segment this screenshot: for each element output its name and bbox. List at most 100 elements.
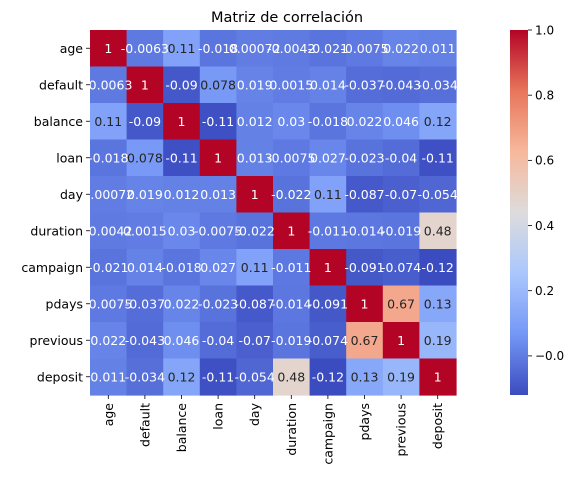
cell-value-label: -0.12 (312, 369, 344, 384)
cell-value-label: -0.023 (198, 296, 238, 311)
cell-value-label: 1 (361, 296, 369, 311)
heatmap-cell (419, 249, 457, 287)
heatmap-cell (346, 285, 384, 323)
heatmap-cell (419, 322, 457, 360)
cell-value-label: -0.034 (125, 369, 165, 384)
heatmap-cell (309, 358, 347, 396)
cell-value-label: 0.19 (424, 333, 452, 348)
heatmap-cell (163, 285, 201, 323)
cell-value-label: 1 (214, 150, 222, 165)
heatmap-cell (90, 30, 128, 68)
heatmap-cell (163, 358, 201, 396)
cell-value-label: 0.078 (127, 150, 163, 165)
cell-value-label: -0.0075 (84, 296, 132, 311)
cell-value-label: -0.04 (202, 333, 234, 348)
cell-value-label: 0.022 (383, 41, 419, 56)
heatmap-cell (309, 249, 347, 287)
cell-value-label: -0.023 (344, 150, 384, 165)
heatmap-cell (126, 285, 164, 323)
cell-value-label: 0.11 (241, 260, 269, 275)
heatmap-cell (199, 249, 237, 287)
cell-value-label: 0.11 (94, 114, 122, 129)
cell-value-label: -0.0063 (121, 41, 169, 56)
cell-value-label: -0.11 (422, 150, 454, 165)
cell-value-label: -0.09 (129, 114, 161, 129)
cell-value-label: 1 (397, 333, 405, 348)
colorbar-tick-label: 0.8 (535, 88, 554, 102)
x-tick-label: deposit (430, 403, 445, 449)
heatmap-cell (126, 249, 164, 287)
x-axis: age default balance loan day duration campaign… (101, 395, 445, 465)
cell-value-label: -0.034 (418, 77, 458, 92)
cell-value-label: 0.011 (90, 369, 126, 384)
heatmap-cell (199, 358, 237, 396)
heatmap-cell (90, 212, 128, 250)
cell-value-label: -0.037 (125, 296, 165, 311)
heatmap-cell (126, 139, 164, 177)
cell-value-label: -0.0075 (340, 41, 388, 56)
heatmap-cell (273, 212, 311, 250)
y-axis: age default balance loan day duration campaign… (21, 41, 90, 384)
cell-value-label: 1 (434, 369, 442, 384)
cell-value-label: -0.074 (308, 333, 348, 348)
heatmap-cell (163, 212, 201, 250)
heatmap-cell (346, 358, 384, 396)
heatmap-cell (163, 66, 201, 104)
cell-value-label: -0.014 (271, 296, 311, 311)
heatmap-cell (126, 66, 164, 104)
cell-value-label: 0.022 (347, 114, 383, 129)
colorbar-tick-label: 0.2 (535, 284, 554, 298)
heatmap-cell (199, 212, 237, 250)
cell-value-label: -0.0075 (194, 223, 242, 238)
y-tick-label: previous (30, 333, 83, 348)
heatmap-cell (309, 30, 347, 68)
heatmap-cell (236, 103, 274, 141)
cell-value-label: 0.48 (424, 223, 452, 238)
cell-value-label: -0.022 (271, 187, 311, 202)
cell-value-label: 0.011 (420, 41, 456, 56)
heatmap-cell (126, 176, 164, 214)
colorbar: −0.0 0.2 0.4 0.6 0.8 1.0 (510, 23, 564, 395)
cell-value-label: 0.012 (164, 187, 200, 202)
heatmap-cell (163, 176, 201, 214)
cell-value-label: -0.087 (344, 187, 384, 202)
y-tick-label: loan (56, 150, 83, 165)
y-tick-label: duration (30, 223, 83, 238)
heatmap-cell (90, 139, 128, 177)
cell-value-label: -0.091 (308, 296, 348, 311)
heatmap-cell (382, 176, 420, 214)
heatmap-cell (90, 249, 128, 287)
cell-value-label: -0.0042 (84, 223, 132, 238)
heatmap-cell (236, 30, 274, 68)
heatmap-cell (236, 212, 274, 250)
heatmap-cell (273, 103, 311, 141)
cell-value-label: 0.48 (277, 369, 305, 384)
heatmap-cell (126, 322, 164, 360)
cell-value-label: -0.019 (381, 223, 421, 238)
heatmap-cell (236, 249, 274, 287)
heatmap-cell (273, 66, 311, 104)
cell-value-label: -0.014 (344, 223, 384, 238)
cell-value-label: 1 (141, 77, 149, 92)
heatmap-cell (199, 285, 237, 323)
heatmap-cell (419, 358, 457, 396)
cell-value-label: 0.13 (424, 296, 452, 311)
heatmap-cell (90, 358, 128, 396)
heatmap-cell (273, 285, 311, 323)
cell-value-label: -0.087 (235, 296, 275, 311)
heatmap-cell (346, 176, 384, 214)
x-tick-label: age (101, 403, 116, 427)
heatmap-cell (382, 139, 420, 177)
heatmap-cell (199, 139, 237, 177)
cell-value-label: -0.07 (385, 187, 417, 202)
heatmap-cell (273, 358, 311, 396)
cell-value-label: -0.018 (161, 260, 201, 275)
heatmap-cell (382, 212, 420, 250)
heatmap-cell (126, 30, 164, 68)
heatmap-cell (382, 322, 420, 360)
cell-value-label: 0.046 (164, 333, 200, 348)
heatmap-cell (346, 139, 384, 177)
cell-value-label: 0.12 (168, 369, 196, 384)
heatmap-cell (419, 212, 457, 250)
